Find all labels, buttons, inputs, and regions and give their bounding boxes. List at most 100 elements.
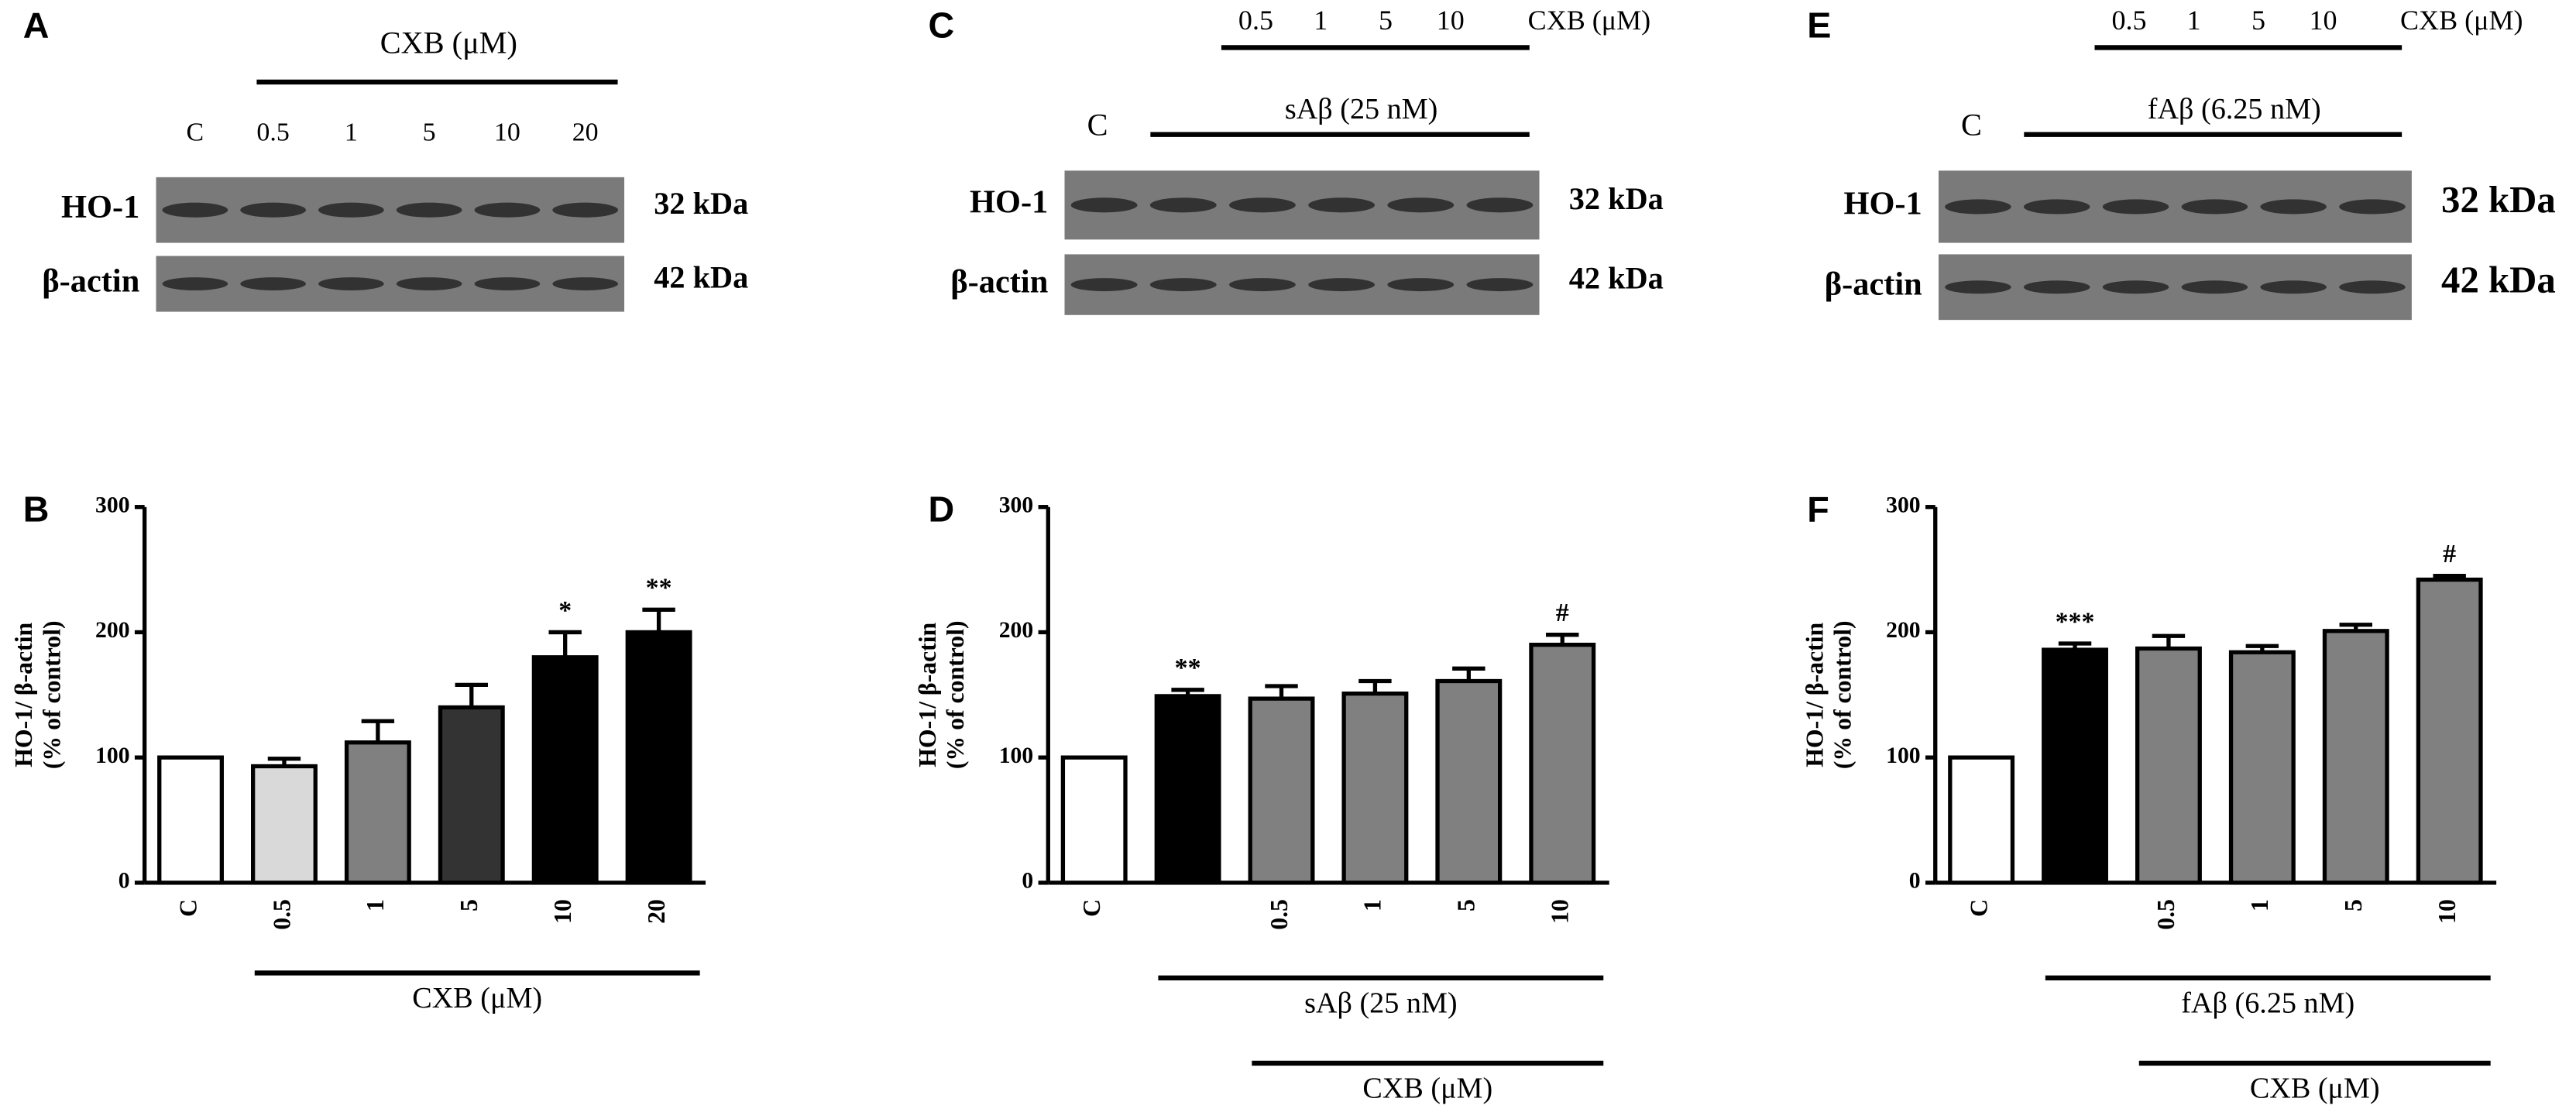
- control-label: C: [1961, 108, 1982, 142]
- y-tick-label: 300: [95, 493, 130, 518]
- dose-label: 1: [1314, 5, 1327, 36]
- bar: [1948, 755, 2015, 885]
- group-label: CXB (μM): [2250, 1073, 2380, 1105]
- treatment-label: fAβ (6.25 nM): [2148, 93, 2321, 125]
- blot-strip: [1938, 170, 2412, 243]
- lane-label: 20: [572, 118, 599, 147]
- y-axis-title: HO-1/ β-actin: [914, 622, 941, 767]
- y-tick-label: 100: [999, 743, 1034, 768]
- blot-band: [552, 202, 618, 218]
- size-label: 32 kDa: [2441, 179, 2556, 221]
- blot-band: [1229, 197, 1296, 213]
- bar: [1248, 696, 1315, 885]
- blot-band: [318, 277, 384, 291]
- blot-band: [396, 202, 462, 218]
- lane-label: 0.5: [256, 118, 289, 147]
- significance: *: [558, 596, 572, 625]
- y-axis-title: (% of control): [1829, 620, 1856, 769]
- bar: [625, 630, 692, 885]
- bar: [1154, 694, 1221, 885]
- blot-band: [2023, 280, 2090, 294]
- blot-band: [1387, 278, 1455, 292]
- dose-label: 10: [2309, 5, 2337, 36]
- blot-band: [2339, 280, 2406, 294]
- y-tick-label: 300: [1886, 493, 1921, 518]
- bar: [2135, 646, 2202, 885]
- bar: [344, 740, 411, 885]
- blot-band: [1466, 197, 1534, 213]
- y-tick-label: 100: [95, 743, 130, 768]
- dose-label: 1: [2187, 5, 2201, 36]
- blot-strip: [1064, 254, 1540, 315]
- lane-label: 5: [423, 118, 436, 147]
- bar: [2416, 577, 2483, 885]
- blot-band: [1387, 197, 1455, 213]
- bar: [157, 755, 225, 885]
- y-axis-title: (% of control): [942, 620, 969, 769]
- blot-band: [1466, 278, 1534, 292]
- x-tick-label: 1: [2246, 899, 2273, 911]
- treatment-label: sAβ (25 nM): [1285, 93, 1438, 125]
- bar: [531, 655, 599, 885]
- protein-label: HO-1: [1843, 186, 1922, 222]
- x-tick-label: 10: [1547, 899, 1574, 924]
- significance: #: [1556, 599, 1569, 627]
- x-tick-label: 1: [362, 899, 389, 911]
- blot-band: [2102, 280, 2169, 294]
- y-tick-label: 300: [999, 493, 1034, 518]
- dose-title: CXB (μM): [1528, 5, 1650, 36]
- blot-band: [1070, 278, 1138, 292]
- x-tick-label: 10: [549, 899, 576, 924]
- blot-band: [474, 277, 541, 291]
- blot-band: [2339, 199, 2406, 215]
- bar: [1060, 755, 1128, 885]
- y-tick-label: 200: [1886, 618, 1921, 643]
- blot-band: [1149, 197, 1217, 213]
- x-tick-label: 5: [2340, 899, 2367, 911]
- panel-letter: D: [928, 489, 954, 529]
- blot-band: [1308, 197, 1376, 213]
- blot-band: [1229, 278, 1296, 292]
- bar: [251, 764, 318, 885]
- dose-label: 5: [1379, 5, 1393, 36]
- bar: [2042, 647, 2108, 885]
- y-axis-title: (% of control): [38, 620, 65, 769]
- blot-band: [1149, 278, 1217, 292]
- x-tick-label: 0.5: [2152, 899, 2179, 930]
- significance: #: [2443, 540, 2456, 568]
- blot-band: [1308, 278, 1376, 292]
- protein-label: β-actin: [42, 263, 139, 299]
- lane-label: 1: [345, 118, 358, 147]
- dose-label: 0.5: [2112, 5, 2147, 36]
- bar: [438, 705, 505, 885]
- bar: [1529, 642, 1596, 885]
- x-tick-label: 0.5: [268, 899, 295, 930]
- x-tick-label: 5: [455, 899, 483, 911]
- treatment-label: CXB (μM): [380, 26, 517, 60]
- group-label: CXB (μM): [412, 982, 542, 1014]
- size-label: 32 kDa: [654, 186, 748, 221]
- blot-band: [2260, 280, 2327, 294]
- blot-band: [162, 277, 228, 291]
- group-label: CXB (μM): [1362, 1073, 1492, 1105]
- dose-label: 0.5: [1238, 5, 1273, 36]
- panel-letter: F: [1807, 489, 1829, 529]
- size-label: 32 kDa: [1569, 181, 1664, 216]
- protein-label: HO-1: [61, 189, 139, 225]
- dose-title: CXB (μM): [2400, 5, 2523, 36]
- blot-band: [318, 202, 384, 218]
- x-tick-label: 20: [643, 899, 670, 924]
- blot-strip: [156, 256, 625, 312]
- bar: [2322, 629, 2389, 885]
- y-tick-label: 200: [999, 618, 1034, 643]
- blot-strip: [156, 177, 625, 243]
- significance: **: [1175, 654, 1201, 682]
- y-tick-label: 0: [118, 869, 130, 894]
- y-axis-title: HO-1/ β-actin: [1801, 622, 1828, 767]
- blot-band: [396, 277, 462, 291]
- bar: [2228, 650, 2296, 885]
- x-tick-label: C: [174, 899, 201, 917]
- x-tick-label: C: [1078, 899, 1105, 917]
- control-label: C: [1087, 108, 1108, 142]
- blot-band: [2181, 280, 2248, 294]
